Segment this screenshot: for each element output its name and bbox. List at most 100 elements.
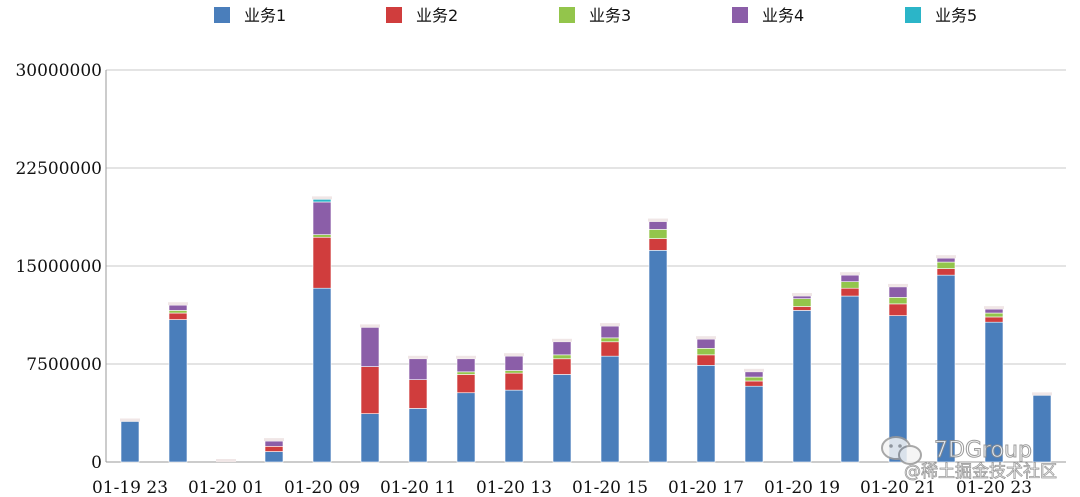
bar-segment xyxy=(744,376,764,382)
legend-label: 业务3 xyxy=(589,6,631,25)
bar-stack xyxy=(792,293,812,463)
x-tick-label: 01-20 21 xyxy=(860,478,936,497)
bar-segment xyxy=(168,304,188,311)
bar-segment xyxy=(648,238,668,251)
bar-cap xyxy=(552,338,572,342)
legend-item: 业务4 xyxy=(732,6,804,25)
bar-segment xyxy=(600,355,620,463)
x-tick-label: 01-20 23 xyxy=(956,478,1032,497)
bar-cap xyxy=(744,368,764,372)
bar-segment xyxy=(600,325,620,339)
bar-stack xyxy=(696,336,716,463)
bar-cap xyxy=(648,218,668,222)
wechat-icon xyxy=(881,436,922,465)
bar-stack xyxy=(552,338,572,463)
legend-label: 业务4 xyxy=(762,6,804,25)
bar-stack xyxy=(936,255,956,463)
bar-stack xyxy=(120,418,140,463)
y-tick-label: 0 xyxy=(91,453,102,473)
bar-cap xyxy=(1032,392,1052,396)
bar-segment xyxy=(792,295,812,299)
x-tick-label: 01-20 17 xyxy=(668,478,744,497)
bar-segment xyxy=(936,261,956,269)
bar-segment xyxy=(456,392,476,463)
bar-segment xyxy=(264,440,284,447)
bar-segment xyxy=(1032,395,1052,463)
bar-segment xyxy=(264,451,284,463)
bar-segment xyxy=(696,354,716,366)
bar-segment xyxy=(360,413,380,463)
bar-cap xyxy=(264,438,284,442)
watermark-source: @稀土掘金技术社区 xyxy=(904,462,1057,482)
y-tick-label: 30000000 xyxy=(15,61,102,81)
bar-segment xyxy=(504,372,524,391)
bar-cap xyxy=(888,283,908,287)
bar-segment xyxy=(312,199,332,203)
bar-cap xyxy=(168,302,188,306)
bar-segment xyxy=(312,234,332,238)
bar-segment xyxy=(696,365,716,463)
bar-stack xyxy=(264,438,284,463)
bar-cap xyxy=(792,293,812,297)
legend-swatch xyxy=(559,7,575,23)
bar-cap xyxy=(984,306,1004,310)
bar-segment xyxy=(888,286,908,298)
bar-cap xyxy=(216,459,236,462)
bar-stack xyxy=(648,218,668,463)
bar-segment xyxy=(936,257,956,263)
legend-swatch xyxy=(386,7,402,23)
legend-label: 业务2 xyxy=(416,6,458,25)
legend-item: 业务2 xyxy=(386,6,458,25)
legend-item: 业务1 xyxy=(214,6,286,25)
bar-segment xyxy=(408,358,428,380)
bar-segment xyxy=(264,446,284,452)
bar-cap xyxy=(696,336,716,340)
bar-segment xyxy=(648,250,668,463)
bar-segment xyxy=(744,380,764,387)
bar-segment xyxy=(456,358,476,373)
bar-cap xyxy=(408,355,428,359)
bar-segment xyxy=(984,316,1004,323)
bar-stack xyxy=(600,323,620,463)
legend-swatch xyxy=(732,7,748,23)
bar-segment xyxy=(552,374,572,463)
bar-segment xyxy=(648,229,668,239)
bar-segment xyxy=(504,370,524,374)
legend-label: 业务5 xyxy=(935,6,977,25)
bar-segment xyxy=(552,358,572,375)
bar-segment xyxy=(936,268,956,276)
legend-label: 业务1 xyxy=(244,6,286,25)
bar-segment xyxy=(456,374,476,394)
bar-segment xyxy=(168,319,188,463)
bar-segment xyxy=(312,201,332,235)
x-tick-label: 01-20 11 xyxy=(380,478,456,497)
x-tick-label: 01-20 13 xyxy=(476,478,552,497)
x-tick-label: 01-20 15 xyxy=(572,478,648,497)
bar-segment xyxy=(504,355,524,371)
bar-stack xyxy=(984,306,1004,463)
x-tick-label: 01-20 01 xyxy=(188,478,264,497)
y-tick-label: 22500000 xyxy=(15,159,102,179)
bar-segment xyxy=(360,366,380,414)
bar-segment xyxy=(744,371,764,378)
legend-swatch xyxy=(905,7,921,23)
grid-lines xyxy=(106,69,1066,463)
bar-segment xyxy=(888,303,908,316)
x-tick-label: 01-20 19 xyxy=(764,478,840,497)
bar-segment xyxy=(600,337,620,343)
bar-segment xyxy=(792,310,812,463)
bar-cap xyxy=(360,324,380,328)
bar-stack xyxy=(456,355,476,463)
bar-stack xyxy=(1032,392,1052,463)
bar-stack xyxy=(360,324,380,463)
legend-swatch xyxy=(214,7,230,23)
legend: 业务1 业务2 业务3 业务4 业务5 xyxy=(214,6,977,25)
bar-segment xyxy=(552,341,572,356)
x-tick-label: 01-19 23 xyxy=(92,478,168,497)
bar-stack xyxy=(744,368,764,463)
bar-segment xyxy=(120,421,140,463)
legend-item: 业务3 xyxy=(559,6,631,25)
bar-segment xyxy=(792,306,812,311)
bar-segment xyxy=(504,389,524,463)
